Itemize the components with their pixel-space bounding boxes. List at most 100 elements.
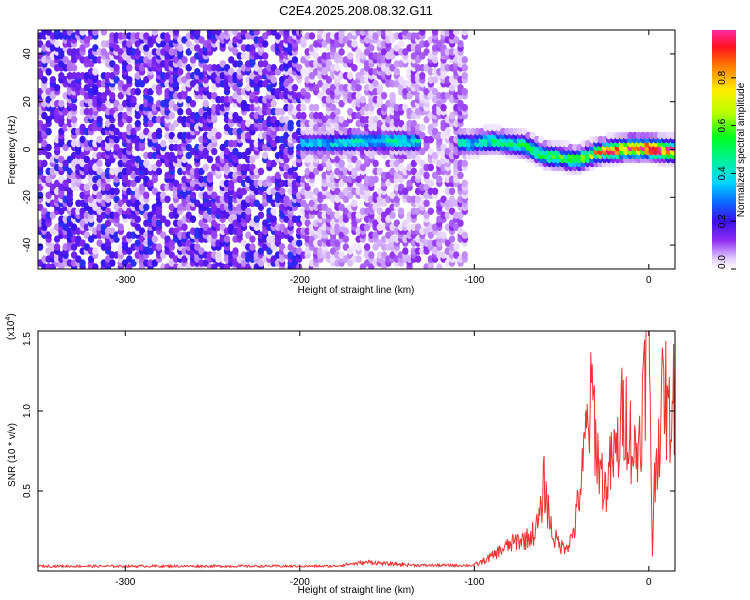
heatmap-cell	[304, 91, 311, 100]
heatmap-cell	[113, 187, 120, 196]
heatmap-cell	[206, 155, 214, 164]
heatmap-cell	[270, 99, 277, 108]
heatmap-cell	[461, 56, 468, 64]
heatmap-cell	[151, 30, 158, 36]
heatmap-cell	[338, 159, 345, 168]
heatmap-cell	[253, 30, 260, 36]
heatmap-cell	[53, 83, 61, 92]
y-tick-label: 0	[22, 146, 33, 152]
heatmap-cell	[453, 243, 460, 251]
x-tick-label: -100	[464, 577, 484, 588]
snr-x-axis-label: Height of straight line (km)	[298, 585, 415, 596]
heatmap-cell	[262, 151, 269, 160]
heatmap-cell	[113, 64, 120, 72]
heatmap-cell	[211, 147, 218, 156]
heatmap-cell	[436, 175, 443, 184]
heatmap-cell	[461, 87, 468, 96]
heatmap-cell	[457, 40, 464, 48]
heatmap-cell	[397, 207, 405, 216]
heatmap-cell	[351, 199, 358, 208]
heatmap-cell	[249, 243, 256, 251]
heatmap-cell	[436, 263, 443, 269]
heatmap-cell	[160, 139, 167, 148]
heatmap-cell	[427, 207, 435, 216]
heatmap-cell	[368, 44, 375, 52]
heatmap-cell	[295, 30, 303, 36]
heatmap-cell	[355, 255, 362, 263]
heatmap-cell	[223, 235, 231, 243]
heatmap-cell	[427, 179, 435, 188]
heatmap-cell	[177, 107, 184, 116]
heatmap-cell	[126, 115, 133, 124]
heatmap-cell	[134, 119, 141, 128]
heatmap-cell	[45, 127, 52, 136]
heatmap-cell	[461, 30, 468, 36]
heatmap-cell	[300, 103, 307, 112]
heatmap-cell	[342, 235, 350, 243]
heatmap-cell	[164, 219, 171, 227]
x-tick-label: -300	[115, 275, 135, 286]
heatmap-cell	[100, 30, 108, 36]
heatmap-cell	[202, 163, 209, 172]
snr-plot-area	[38, 331, 675, 571]
heatmap-cell	[79, 259, 86, 267]
heatmap-cell	[172, 30, 180, 36]
heatmap-cell	[189, 215, 197, 223]
heatmap-cell	[283, 30, 290, 36]
snr-y-axis-label: SNR (10 * v/v)	[7, 423, 18, 487]
heatmap-cell	[355, 243, 362, 251]
heatmap-cell	[126, 64, 133, 72]
x-tick-label: -200	[290, 275, 310, 286]
colorbar-tick-label: 0.4	[717, 166, 728, 180]
heatmap-cell	[359, 95, 367, 104]
heatmap-cell	[270, 207, 277, 216]
heatmap-cell	[295, 239, 303, 247]
snr-series-line	[38, 331, 675, 569]
heatmap-cell	[444, 127, 451, 136]
heatmap-cell	[431, 56, 439, 64]
colorbar-tick-label: 0.6	[717, 118, 728, 132]
heatmap-cell	[291, 83, 299, 92]
heatmap-cell	[448, 187, 456, 196]
heatmap-cell	[189, 191, 197, 200]
heatmap-cell	[346, 72, 354, 80]
colorbar-label: Normalized spectral amplitude	[736, 82, 747, 217]
x-tick-label: -100	[464, 275, 484, 286]
heatmap-cell	[96, 115, 103, 124]
heatmap-cell	[134, 215, 141, 223]
spectrogram-x-ticks: -300 -200 -100 0	[115, 30, 652, 286]
heatmap-cell	[70, 103, 78, 112]
heatmap-cell	[147, 95, 154, 104]
heatmap-cell	[41, 76, 48, 84]
heatmap-cell	[164, 195, 171, 204]
heatmap-cell	[372, 175, 379, 184]
heatmap-cell	[351, 64, 358, 72]
heatmap-cell	[393, 68, 401, 76]
heatmap-cell	[423, 199, 430, 208]
x-tick-label: -200	[290, 577, 310, 588]
heatmap-cell	[295, 263, 303, 269]
heatmap-cell	[457, 219, 464, 227]
y-tick-label: 1.5	[22, 332, 33, 346]
heatmap-cell	[232, 247, 239, 255]
heatmap-cell	[53, 40, 61, 48]
heatmap-cell	[245, 207, 252, 216]
heatmap-cell	[376, 83, 384, 92]
heatmap-cell	[287, 119, 294, 128]
heatmap-cell	[389, 91, 396, 100]
heatmap-cell	[262, 52, 269, 60]
heatmap-cell	[363, 243, 371, 251]
heatmap-cell	[431, 30, 439, 36]
heatmap-cell	[440, 231, 447, 239]
spectrogram-y-axis-label: Frequency (Hz)	[7, 116, 18, 185]
heatmap-cell	[92, 68, 99, 76]
heatmap-cell	[402, 247, 409, 255]
heatmap-cell	[143, 203, 150, 212]
heatmap-cell	[453, 30, 460, 36]
heatmap-cell	[461, 251, 468, 259]
spectrogram-x-axis-label: Height of straight line (km)	[298, 285, 415, 296]
heatmap-cell	[338, 48, 345, 56]
colorbar-tick-label: 0.8	[717, 70, 728, 84]
y-tick-label: 40	[22, 48, 33, 60]
heatmap-cell	[58, 99, 65, 108]
